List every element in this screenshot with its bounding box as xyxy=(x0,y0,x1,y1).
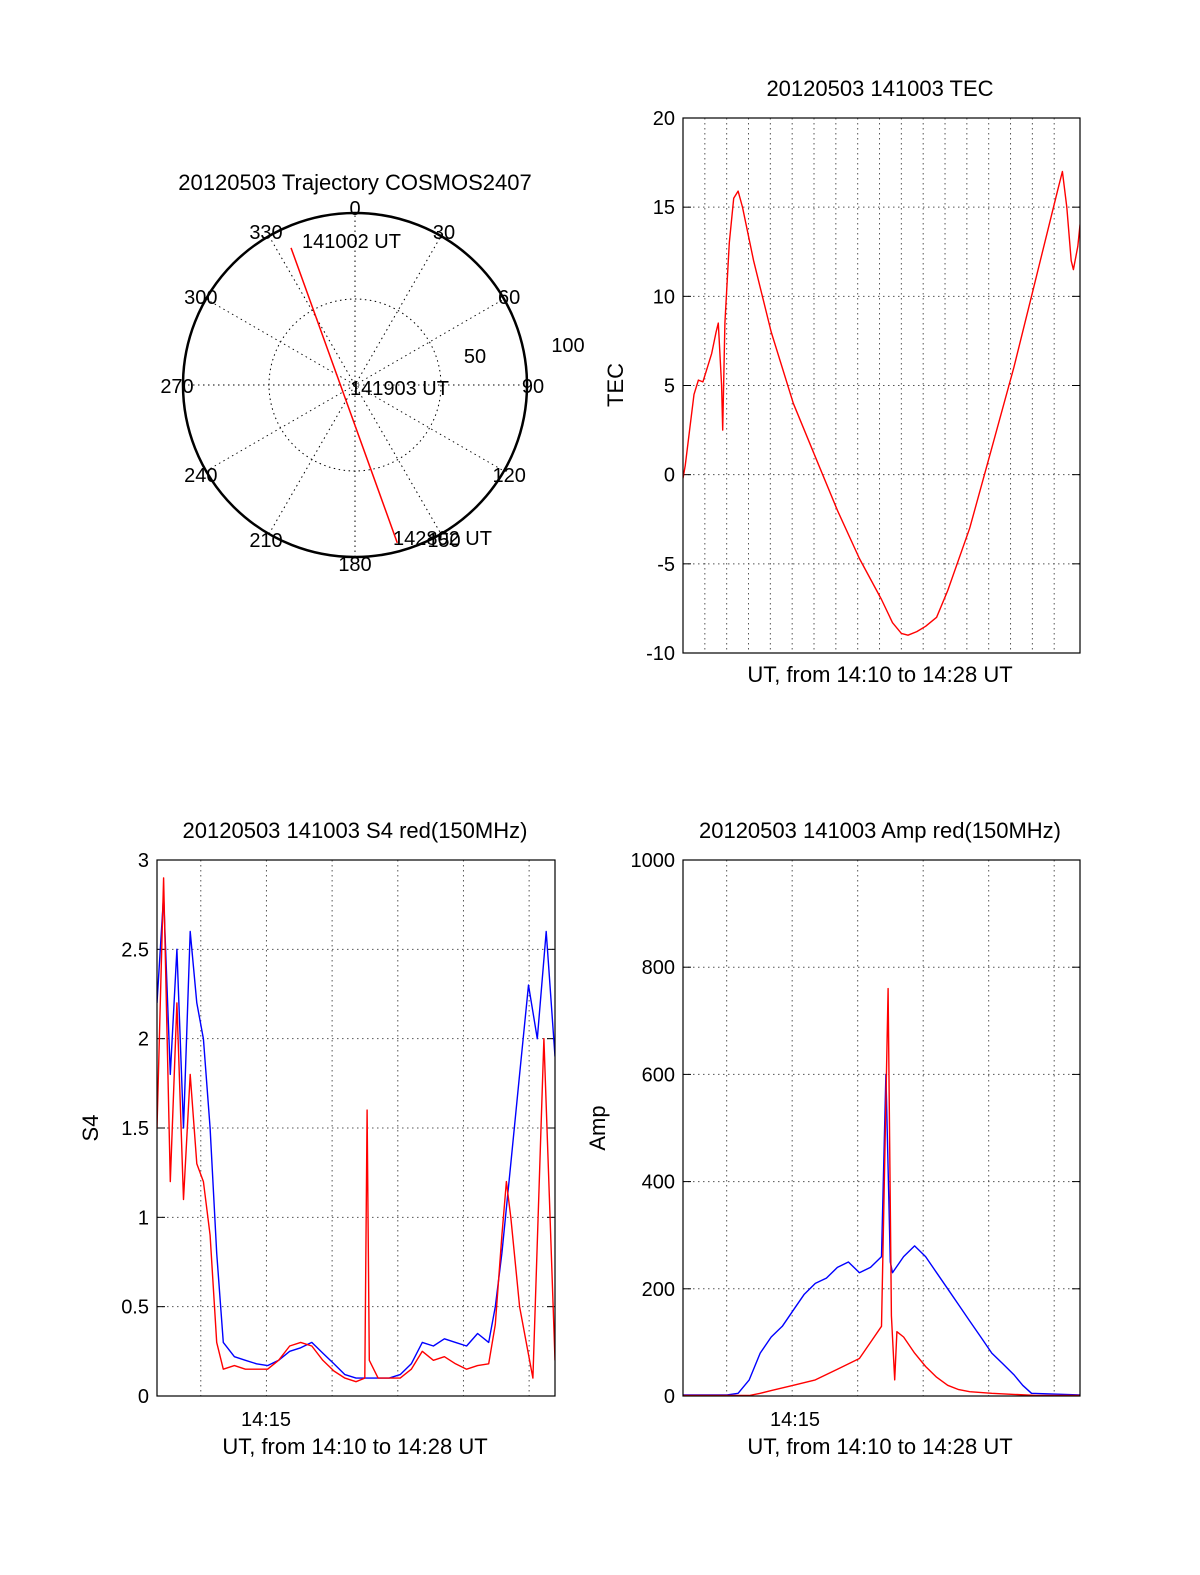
amp-series-line-1 xyxy=(683,987,1080,1396)
polar-grid xyxy=(183,213,527,557)
tec-series xyxy=(683,170,1080,636)
radial-label-50: 50 xyxy=(464,346,486,368)
polar-angle-label: 300 xyxy=(184,287,217,309)
polar-outer-circle xyxy=(181,211,529,559)
tec-y-tick-label: 10 xyxy=(653,286,675,308)
amp-plot: 20120503 141003 Amp red(150MHz) 0 200 400 6… xyxy=(585,818,1081,1459)
trajectory-line xyxy=(290,247,398,544)
s4-grid xyxy=(157,860,555,1396)
amp-y-tick-label: 800 xyxy=(642,957,675,979)
polar-angle-label: 90 xyxy=(522,376,544,398)
amp-frame xyxy=(682,859,1081,1397)
s4-y-tick-label: 1.5 xyxy=(121,1118,149,1140)
s4-plot: 20120503 141003 S4 red(150MHz) 0 0.5 1 1.5 2… xyxy=(78,818,556,1459)
polar-angle-label: 120 xyxy=(492,465,525,487)
amp-y-tick-label: 1000 xyxy=(631,850,676,872)
polar-angle-label: 30 xyxy=(433,222,455,244)
amp-x-tick-label: 14:15 xyxy=(770,1409,820,1431)
tec-y-label: TEC xyxy=(603,363,628,407)
s4-x-tick-label: 14:15 xyxy=(241,1409,291,1431)
polar-angle-label: 0 xyxy=(349,198,360,220)
tec-plot: 20120503 141003 TEC -10 -5 0 5 10 15 20 TEC UT… xyxy=(603,76,1081,687)
amp-series xyxy=(683,987,1080,1396)
polar-angle-labels: 0 30 60 90 120 150 180 210 240 270 300 330 xyxy=(160,198,544,576)
s4-y-tick-label: 2 xyxy=(138,1029,149,1051)
polar-angle-label: 330 xyxy=(249,222,282,244)
polar-angle-label: 150 xyxy=(427,530,460,552)
amp-y-tick-labels: 0 200 400 600 800 1000 xyxy=(631,850,1080,1408)
polar-inner-circle xyxy=(268,298,442,472)
amp-x-label: UT, from 14:10 to 14:28 UT xyxy=(747,1434,1012,1459)
tec-y-tick-label: 5 xyxy=(664,376,675,398)
amp-title: 20120503 141003 Amp red(150MHz) xyxy=(699,818,1061,843)
tec-frame xyxy=(682,117,1081,654)
amp-y-tick-label: 400 xyxy=(642,1172,675,1194)
tec-y-tick-label: 15 xyxy=(653,197,675,219)
s4-series-line-0 xyxy=(157,895,555,1379)
polar-angle-label: 270 xyxy=(160,376,193,398)
s4-y-tick-label: 0 xyxy=(138,1386,149,1408)
s4-y-tick-label: 2.5 xyxy=(121,939,149,961)
s4-y-tick-label: 3 xyxy=(138,850,149,872)
track-end-label: 142802 UT xyxy=(393,528,492,550)
tec-series-line-0 xyxy=(683,170,1080,636)
trajectory-track xyxy=(290,247,398,544)
polar-angle-label: 210 xyxy=(249,530,282,552)
tec-y-tick-label: 0 xyxy=(664,465,675,487)
amp-grid xyxy=(683,860,1080,1396)
s4-frame xyxy=(156,859,556,1397)
s4-y-tick-label: 1 xyxy=(138,1207,149,1229)
track-mid-label: 141903 UT xyxy=(350,378,449,400)
s4-series-line-1 xyxy=(157,877,555,1383)
tec-y-tick-labels: -10 -5 0 5 10 15 20 xyxy=(646,108,1080,665)
amp-y-tick-label: 200 xyxy=(642,1279,675,1301)
trajectory-polar-plot: 20120503 Trajectory COSMOS2407 0 30 60 90 12… xyxy=(160,170,584,576)
amp-y-tick-label: 0 xyxy=(664,1386,675,1408)
tec-grid xyxy=(683,118,1080,653)
s4-series xyxy=(157,877,555,1383)
s4-title: 20120503 141003 S4 red(150MHz) xyxy=(183,818,528,843)
track-start-label: 141002 UT xyxy=(302,231,401,253)
s4-y-label: S4 xyxy=(78,1115,103,1142)
s4-y-tick-label: 0.5 xyxy=(121,1297,149,1319)
tec-y-tick-label: -10 xyxy=(646,643,675,665)
radial-label-100: 100 xyxy=(551,335,584,357)
tec-y-tick-label: 20 xyxy=(653,108,675,130)
s4-y-tick-labels: 0 0.5 1 1.5 2 2.5 3 xyxy=(121,850,555,1408)
polar-angle-label: 60 xyxy=(498,287,520,309)
trajectory-title: 20120503 Trajectory COSMOS2407 xyxy=(178,170,531,195)
s4-x-label: UT, from 14:10 to 14:28 UT xyxy=(222,1434,487,1459)
polar-angle-label: 180 xyxy=(338,554,371,576)
amp-series-line-0 xyxy=(683,1073,1080,1396)
polar-angle-label: 240 xyxy=(184,465,217,487)
tec-x-label: UT, from 14:10 to 14:28 UT xyxy=(747,662,1012,687)
tec-title: 20120503 141003 TEC xyxy=(766,76,993,101)
amp-y-tick-label: 600 xyxy=(642,1064,675,1086)
amp-y-label: Amp xyxy=(585,1105,610,1150)
tec-y-tick-label: -5 xyxy=(657,554,675,576)
